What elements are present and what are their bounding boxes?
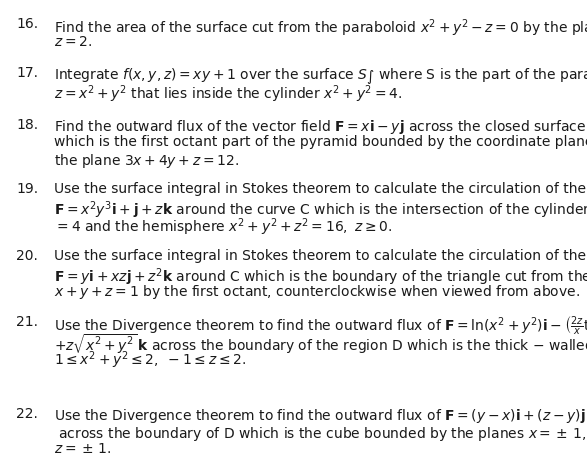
Text: $+ z\sqrt{x^2 +y^2}\, \mathbf{k}$ across the boundary of the region D which is t: $+ z\sqrt{x^2 +y^2}\, \mathbf{k}$ across… <box>54 333 587 356</box>
Text: Use the surface integral in Stokes theorem to calculate the circulation of the f: Use the surface integral in Stokes theor… <box>54 249 587 263</box>
Text: 22.: 22. <box>16 407 38 421</box>
Text: Use the surface integral in Stokes theorem to calculate the circulation of the f: Use the surface integral in Stokes theor… <box>54 182 587 196</box>
Text: which is the first octant part of the pyramid bounded by the coordinate planes a: which is the first octant part of the py… <box>54 135 587 149</box>
Text: the plane $3x + 4y + z = 12.$: the plane $3x + 4y + z = 12.$ <box>54 152 239 170</box>
Text: 21.: 21. <box>16 315 38 329</box>
Text: Use the Divergence theorem to find the outward flux of $\mathbf{F} = \ln(x^2 + y: Use the Divergence theorem to find the o… <box>54 315 587 337</box>
Text: $z = x^2 + y^2$ that lies inside the cylinder $x^2 + y^2 = 4.$: $z = x^2 + y^2$ that lies inside the cyl… <box>54 84 402 105</box>
Text: Find the outward flux of the vector field $\mathbf{F} = x\mathbf{i} - y\mathbf{j: Find the outward flux of the vector fiel… <box>54 118 587 136</box>
Text: Use the Divergence theorem to find the outward flux of $\mathbf{F} = (y - x)\mat: Use the Divergence theorem to find the o… <box>54 407 587 425</box>
Text: 20.: 20. <box>16 249 38 263</box>
Text: 18.: 18. <box>16 118 39 132</box>
Text: $z = 2.$: $z = 2.$ <box>54 35 92 49</box>
Text: Find the area of the surface cut from the paraboloid $x^2 + y^2 - z = 0$ by the : Find the area of the surface cut from th… <box>54 17 587 39</box>
Text: 16.: 16. <box>16 17 39 31</box>
Text: across the boundary of D which is the cube bounded by the planes $x = \pm\, 1, y: across the boundary of D which is the cu… <box>54 425 587 443</box>
Text: $\mathbf{F} = y\mathbf{i} + xz\mathbf{j} + z^2\mathbf{k}$ around C which is the : $\mathbf{F} = y\mathbf{i} + xz\mathbf{j}… <box>54 266 587 288</box>
Text: 17.: 17. <box>16 66 38 80</box>
Text: $z = \pm\, 1.$: $z = \pm\, 1.$ <box>54 442 112 456</box>
Text: $1 \leq x^2 + y^2 \leq 2,\ -1 \leq z \leq 2.$: $1 \leq x^2 + y^2 \leq 2,\ -1 \leq z \le… <box>54 350 246 371</box>
Text: $x + y + z = 1$ by the first octant, counterclockwise when viewed from above.: $x + y + z = 1$ by the first octant, cou… <box>54 283 580 302</box>
Text: $= 4$ and the hemisphere $x^2 + y^2 + z^2 = 16,\ z \geq 0.$: $= 4$ and the hemisphere $x^2 + y^2 + z^… <box>54 217 393 238</box>
Text: 19.: 19. <box>16 182 39 196</box>
Text: $\mathbf{F} = x^2y^3\mathbf{i} + \mathbf{j} + z\mathbf{k}$ around the curve C wh: $\mathbf{F} = x^2y^3\mathbf{i} + \mathbf… <box>54 199 587 221</box>
Text: Integrate $f(x, y, z) = xy + 1$ over the surface $S_{\int}$ where S is the part : Integrate $f(x, y, z) = xy + 1$ over the… <box>54 66 587 86</box>
